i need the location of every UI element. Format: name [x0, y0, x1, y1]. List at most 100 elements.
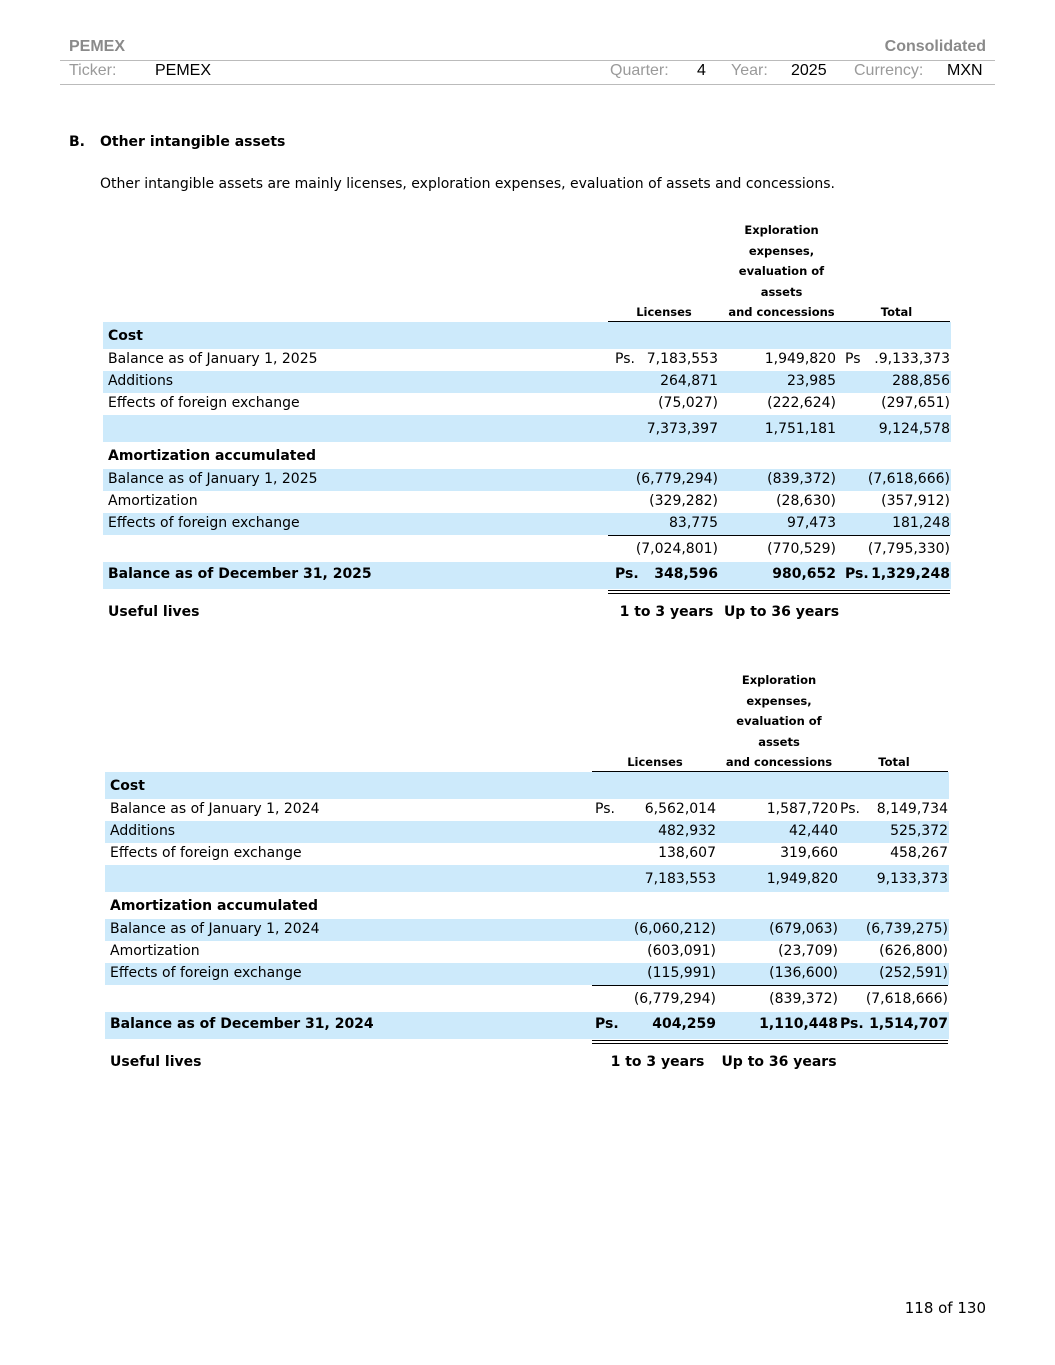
quarter-label: Quarter:: [610, 62, 669, 79]
page-number: 118 of 130: [904, 1299, 986, 1317]
row-label: Additions: [110, 823, 176, 839]
currency-prefix: Ps.: [615, 351, 635, 367]
licenses-value: (75,027): [658, 395, 718, 411]
ticker-label: Ticker:: [69, 62, 117, 79]
row-label: Amortization: [110, 943, 200, 959]
row-label: Additions: [108, 373, 174, 389]
row-label: Useful lives: [108, 604, 200, 620]
row-label: Cost: [108, 328, 143, 344]
exploration-value: 23,985: [787, 373, 836, 389]
row-label: Effects of foreign exchange: [108, 395, 300, 411]
table-row: Amortization accumulated: [105, 896, 949, 919]
subtotal-rule: [608, 535, 950, 536]
exploration-value: (28,630): [776, 493, 836, 509]
exploration-value: 1,949,820: [764, 351, 836, 367]
row-label: Balance as of January 1, 2024: [110, 801, 320, 817]
exploration-value: (136,600): [769, 965, 838, 981]
useful-life-licenses: 1 to 3 years: [610, 1054, 705, 1070]
row-label: Useful lives: [110, 1054, 202, 1070]
exploration-value: 980,652: [772, 566, 836, 582]
exploration-value: 42,440: [789, 823, 838, 839]
section-intro: Other intangible assets are mainly licen…: [100, 176, 835, 192]
table-row: Balance as of January 1, 2025 (6,779,294)…: [103, 469, 951, 491]
currency-label: Currency:: [854, 62, 924, 79]
table-row: Additions 264,871 23,985 288,856: [103, 371, 951, 393]
licenses-value: 482,932: [658, 823, 716, 839]
double-underline: [608, 590, 950, 594]
table-row: Amortization accumulated: [103, 446, 951, 469]
column-header-licenses: Licenses: [636, 305, 692, 319]
column-header-line: Exploration: [741, 673, 817, 687]
useful-life-licenses: 1 to 3 years: [619, 604, 714, 620]
section-number: B.: [69, 134, 85, 150]
year-label: Year:: [731, 62, 768, 79]
currency-prefix: Ps.: [840, 1016, 864, 1032]
table-row: (7,024,801) (770,529) (7,795,330): [103, 535, 951, 562]
currency-prefix: Ps.: [615, 566, 639, 582]
total-value: 1,329,248: [871, 566, 950, 582]
table-row: Balance as of December 31, 2025 Ps. 348,59…: [103, 562, 951, 589]
exploration-value: 319,660: [780, 845, 838, 861]
column-header-line: evaluation of: [738, 264, 825, 279]
column-header-exploration: Exploration expenses, evaluation of assets a…: [717, 220, 846, 323]
row-label: Balance as of December 31, 2024: [110, 1016, 374, 1032]
row-label: Effects of foreign exchange: [108, 515, 300, 531]
licenses-value: 348,596: [654, 566, 718, 582]
licenses-value: 7,183,553: [644, 871, 716, 887]
column-header-exploration: Exploration expenses, evaluation of assets a…: [710, 670, 848, 773]
table-row: Balance as of December 31, 2024 Ps. 404,25…: [105, 1012, 949, 1039]
useful-life-exploration: Up to 36 years: [723, 604, 840, 620]
table-row: Amortization (603,091) (23,709) (626,800): [105, 941, 949, 963]
useful-life-exploration: Up to 36 years: [721, 1054, 837, 1070]
table-row: Useful lives 1 to 3 years Up to 36 years: [103, 593, 951, 629]
column-header-line: Exploration: [744, 223, 819, 237]
licenses-value: 83,775: [669, 515, 718, 531]
column-header-line: expenses,: [746, 693, 812, 708]
exploration-value: 1,587,720: [766, 801, 838, 817]
header-underline: [592, 771, 948, 772]
section-title: Other intangible assets: [100, 134, 286, 150]
quarter-value: 4: [697, 62, 706, 79]
licenses-value: 264,871: [660, 373, 718, 389]
column-header-total: Total: [880, 305, 913, 319]
table-row: Amortization (329,282) (28,630) (357,912): [103, 491, 951, 513]
exploration-value: (770,529): [767, 541, 836, 557]
licenses-value: (329,282): [649, 493, 718, 509]
total-value: (252,591): [879, 965, 948, 981]
table-row: Effects of foreign exchange (75,027) (222,…: [103, 393, 951, 415]
table-row: (6,779,294) (839,372) (7,618,666): [105, 985, 949, 1012]
licenses-value: (6,060,212): [633, 921, 716, 937]
table-row: Effects of foreign exchange 138,607 319,66…: [105, 843, 949, 865]
table-row: Balance as of January 1, 2024 (6,060,212)…: [105, 919, 949, 941]
currency-prefix: Ps.: [595, 1016, 619, 1032]
currency-prefix: Ps.: [840, 801, 860, 817]
licenses-value: (603,091): [647, 943, 716, 959]
subtotal-rule: [592, 985, 948, 986]
total-value: (357,912): [881, 493, 950, 509]
licenses-value: 7,183,553: [646, 351, 718, 367]
table-row: Additions 482,932 42,440 525,372: [105, 821, 949, 843]
total-value: (7,618,666): [865, 991, 948, 1007]
licenses-value: 7,373,397: [646, 421, 718, 437]
column-header-total: Total: [878, 755, 910, 769]
row-label: Balance as of January 1, 2025: [108, 471, 318, 487]
licenses-value: (115,991): [647, 965, 716, 981]
column-header-line: and concessions: [728, 305, 835, 320]
total-value: 1,514,707: [869, 1016, 948, 1032]
ticker-value: PEMEX: [155, 62, 212, 79]
exploration-value: 97,473: [787, 515, 836, 531]
table-row: Balance as of January 1, 2024 Ps. 6,562,01…: [105, 799, 949, 821]
column-header-line: and concessions: [725, 755, 833, 770]
exploration-value: 1,949,820: [766, 871, 838, 887]
scope-label: Consolidated: [884, 38, 986, 55]
year-value: 2025: [791, 62, 827, 79]
total-value: 525,372: [890, 823, 948, 839]
licenses-value: (6,779,294): [635, 471, 718, 487]
currency-prefix: Ps.: [845, 566, 869, 582]
table-row: Cost: [105, 772, 949, 799]
exploration-value: (23,709): [778, 943, 838, 959]
licenses-value: (7,024,801): [635, 541, 718, 557]
currency-prefix: Ps.: [595, 801, 615, 817]
total-value: 181,248: [892, 515, 950, 531]
row-label: Cost: [110, 778, 145, 794]
